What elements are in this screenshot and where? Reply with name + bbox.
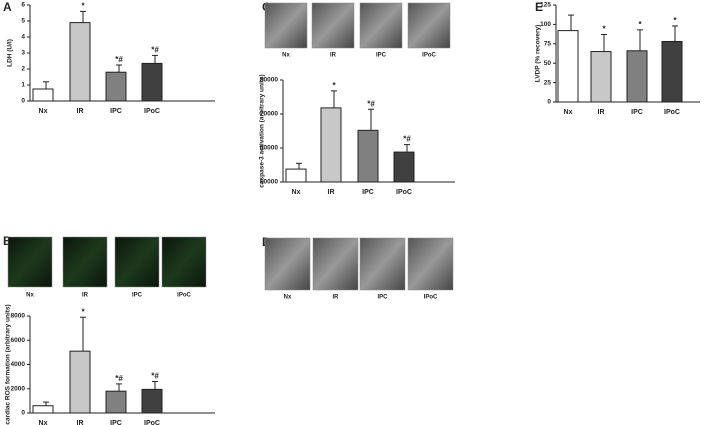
y-axis-label: cardiac ROS formation (arbitrary units) (5, 304, 12, 424)
significance-label: *# (403, 135, 411, 144)
significance-label: *# (151, 46, 159, 55)
y-tick-label: 50 (544, 60, 552, 67)
bar (393, 151, 415, 183)
significance-label: *# (367, 99, 375, 108)
y-tick-label: 3 (21, 50, 25, 57)
x-tick-label: Nx (292, 189, 301, 196)
x-tick-label: IPoC (664, 109, 680, 116)
micrograph (407, 237, 454, 291)
micrograph (311, 2, 355, 49)
significance-label: * (638, 20, 642, 29)
image-label: IR (333, 295, 340, 301)
micrograph (359, 237, 406, 291)
bar (141, 62, 163, 102)
significance-label: *# (115, 55, 123, 64)
x-tick-label: IPoC (144, 420, 160, 425)
y-tick-label: 6 (21, 2, 25, 9)
image-label: IPC (377, 295, 388, 301)
y-tick-label: 60000 (260, 145, 278, 152)
y-tick-label: 0 (547, 99, 551, 106)
x-tick-label: Nx (564, 109, 573, 116)
y-tick-label: 1 (21, 82, 25, 89)
image-label: IR (330, 53, 337, 59)
y-tick-label: 4 (21, 34, 25, 41)
bar (105, 390, 127, 414)
bar (141, 388, 163, 414)
y-tick-label: 6000 (11, 337, 26, 344)
y-tick-label: 125 (540, 2, 551, 9)
bar (69, 350, 91, 414)
significance-label: *# (115, 374, 123, 383)
bar (590, 51, 612, 103)
micrograph (7, 236, 53, 288)
bar (105, 71, 127, 102)
significance-label: * (332, 81, 336, 90)
x-tick-label: IR (328, 189, 335, 196)
y-tick-label: 8000 (11, 313, 26, 320)
image-label: Nx (26, 293, 34, 299)
micrograph (312, 237, 359, 291)
significance-label: * (602, 25, 606, 34)
micrograph (114, 236, 160, 288)
bar (285, 168, 307, 183)
y-tick-label: 4000 (11, 361, 26, 368)
y-tick-label: 2000 (11, 385, 26, 392)
x-tick-label: Nx (39, 108, 48, 115)
y-tick-label: 80000 (260, 77, 278, 84)
x-tick-label: IR (598, 109, 605, 116)
x-tick-label: IPC (110, 108, 122, 115)
micrograph (407, 2, 451, 49)
x-tick-label: Nx (39, 420, 48, 425)
image-label: IPoC (424, 295, 438, 301)
bar (626, 50, 648, 103)
significance-label: * (81, 307, 85, 316)
panel-letter: A (3, 0, 12, 14)
bar (661, 40, 683, 103)
y-tick-label: 50000 (260, 179, 278, 186)
x-tick-label: IR (77, 420, 84, 425)
image-label: IPC (132, 293, 143, 299)
significance-label: *# (151, 372, 159, 381)
significance-label: * (81, 2, 85, 11)
y-tick-label: 0 (21, 410, 25, 417)
panel-letter: E (535, 0, 543, 14)
y-axis-label: caspase-3 activation (arbitrary units) (259, 74, 266, 187)
image-label: Nx (284, 295, 292, 301)
y-tick-label: 2 (21, 66, 25, 73)
x-tick-label: IPC (362, 189, 374, 196)
y-tick-label: 75 (544, 41, 552, 48)
bar (32, 88, 54, 102)
image-label: IR (82, 293, 89, 299)
micrograph (62, 236, 108, 288)
image-label: IPoC (177, 293, 191, 299)
image-label: IPC (376, 53, 387, 59)
micrograph (161, 236, 207, 288)
x-tick-label: IPC (110, 420, 122, 425)
x-tick-label: IR (77, 108, 84, 115)
x-tick-label: IPoC (144, 108, 160, 115)
bar (320, 107, 342, 183)
micrograph (264, 2, 308, 49)
x-tick-label: IPC (631, 109, 643, 116)
x-tick-label: IPoC (396, 189, 412, 196)
y-tick-label: 70000 (260, 111, 278, 118)
micrograph (264, 237, 311, 291)
panel-letter: B (3, 234, 12, 248)
y-tick-label: 0 (21, 98, 25, 105)
bar (32, 405, 54, 414)
bar (357, 129, 379, 183)
y-axis-label: LDH (U/l) (7, 39, 14, 67)
y-tick-label: 100 (540, 21, 551, 28)
image-label: IPoC (422, 53, 436, 59)
y-tick-label: 5 (21, 18, 25, 25)
y-tick-label: 25 (544, 79, 552, 86)
bar (69, 22, 91, 102)
significance-label: * (673, 16, 677, 25)
y-axis-label: LVDP (% recovery) (535, 25, 542, 83)
micrograph (359, 2, 403, 49)
image-label: Nx (282, 53, 290, 59)
bar (557, 30, 579, 103)
